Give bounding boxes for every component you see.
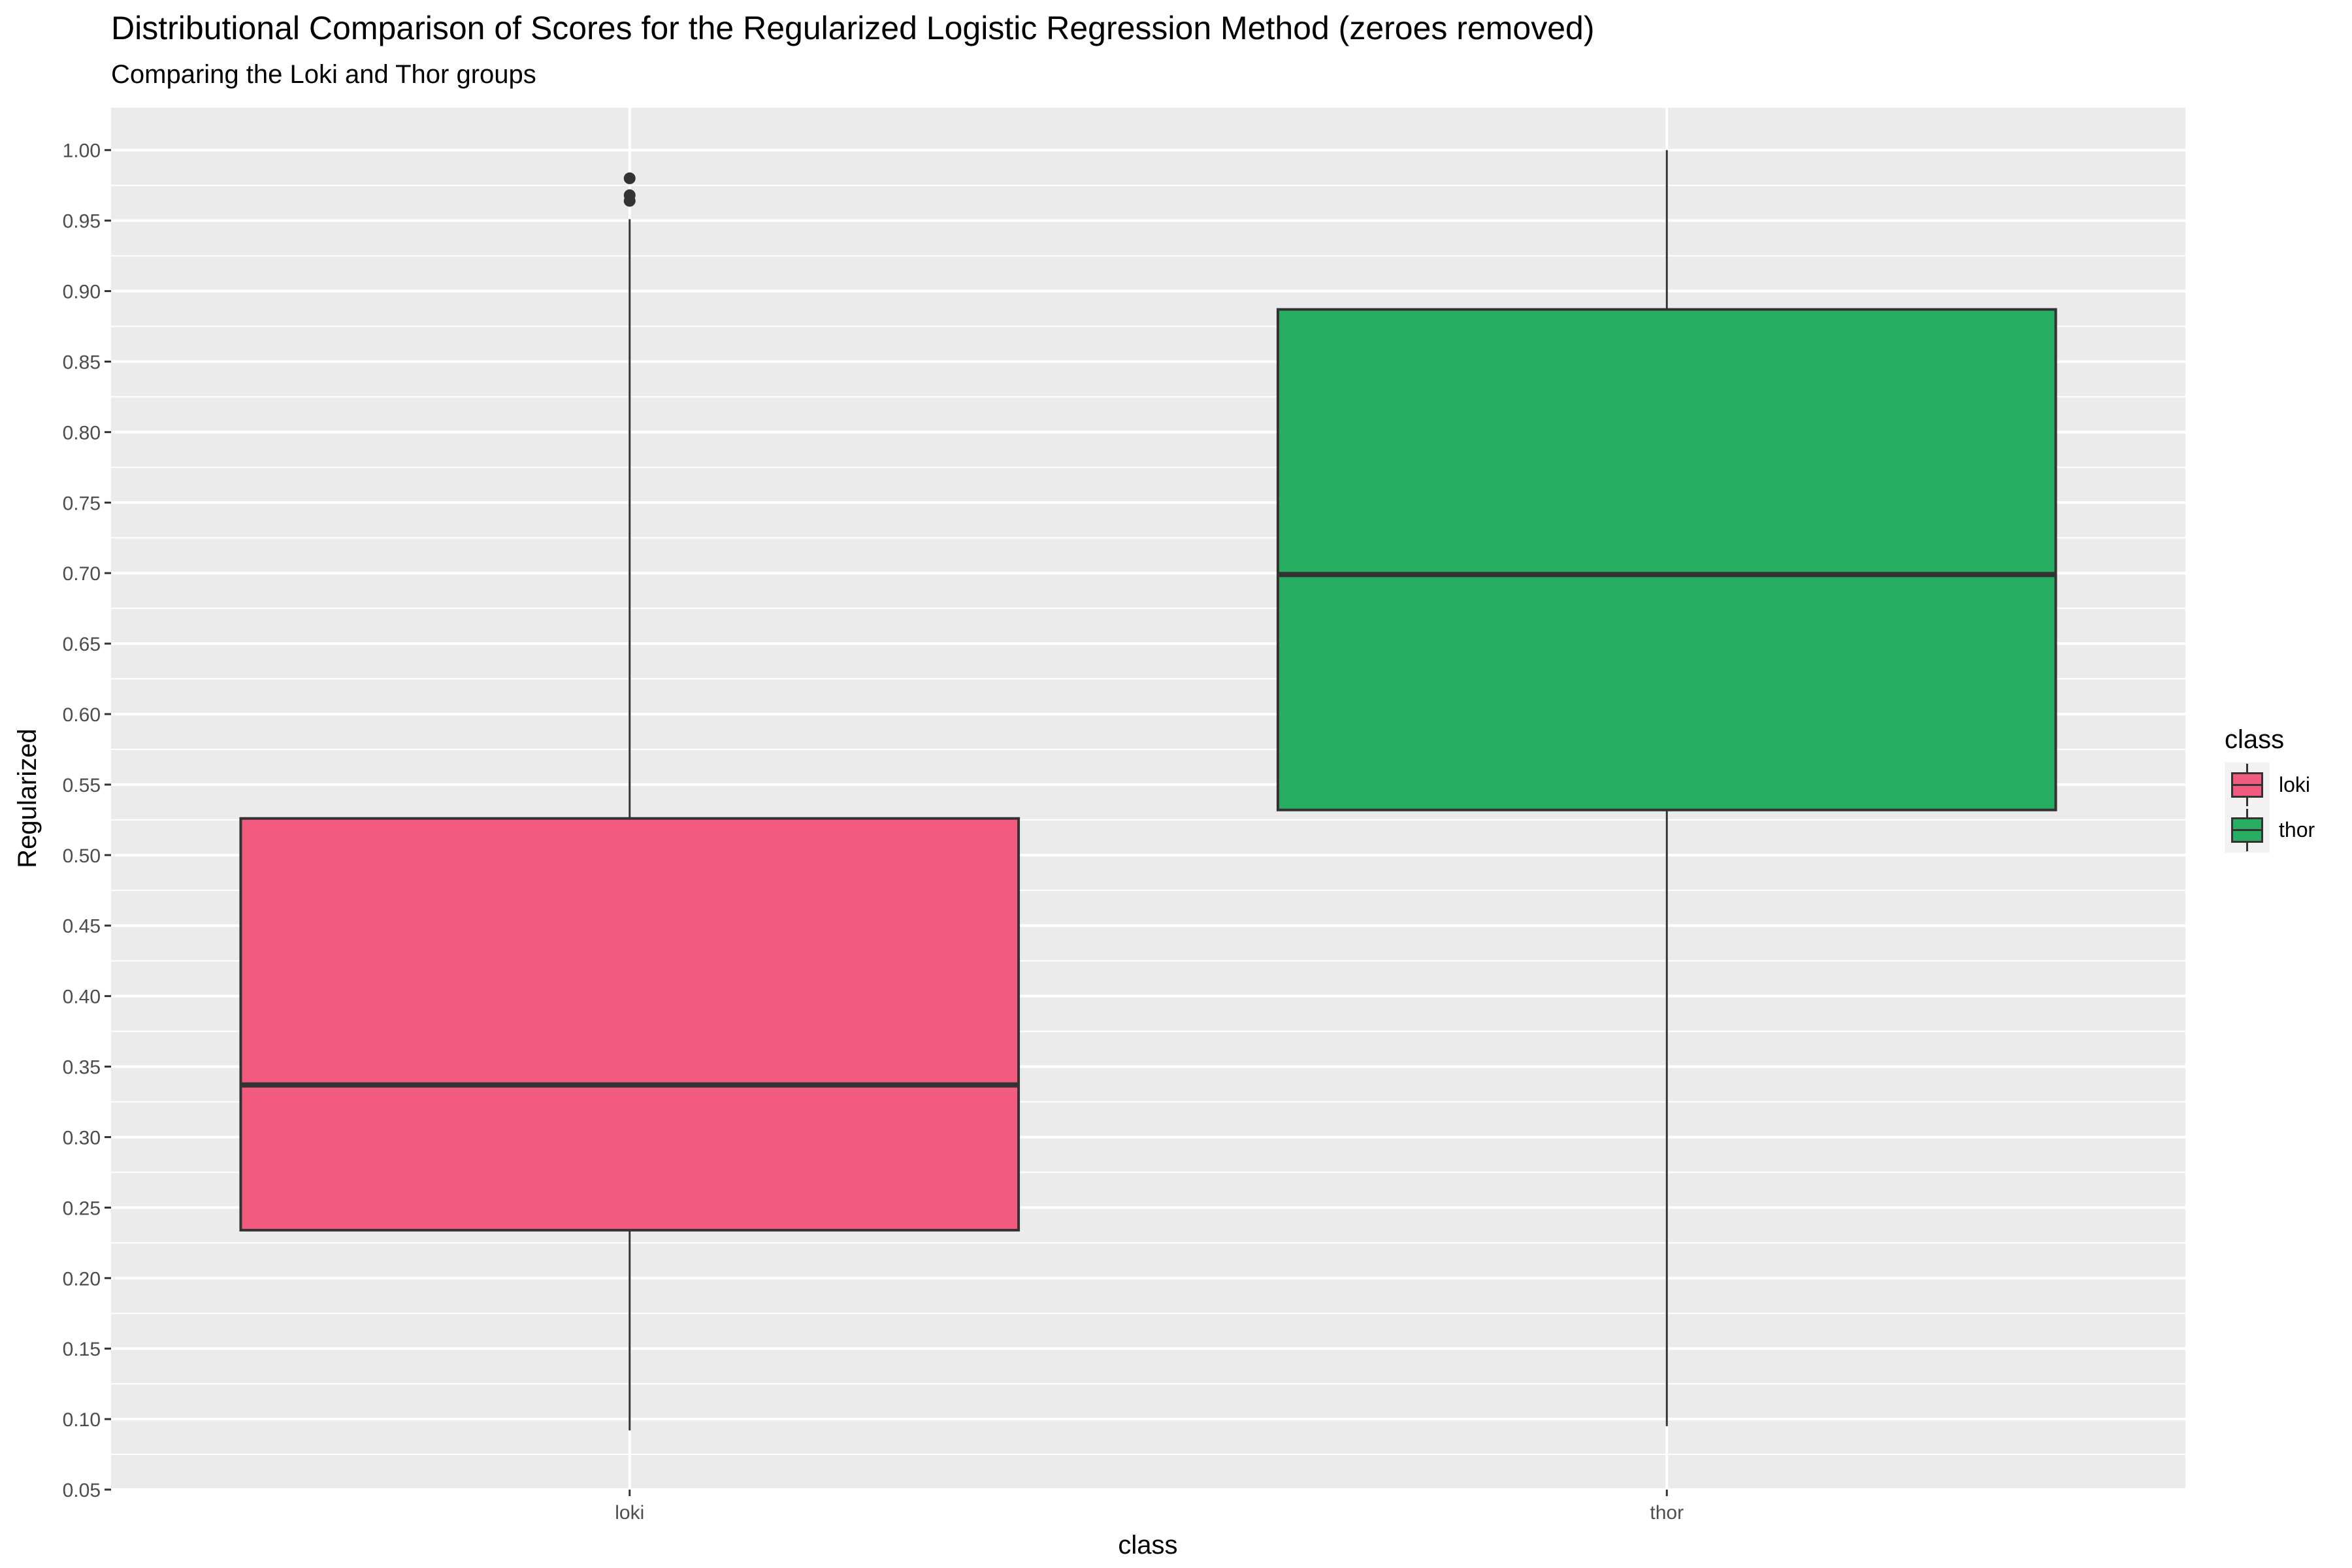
y-tick-label: 0.85 [63,351,101,373]
legend-key-thor [2225,808,2270,853]
box-thor [1276,308,2057,811]
y-axis-title: Regularized [13,728,42,868]
box-loki [239,817,1021,1232]
y-tick-label: 0.30 [63,1127,101,1149]
y-tick-label: 0.15 [63,1339,101,1360]
outlier-point-loki [623,172,636,184]
y-tick-label: 0.70 [63,563,101,585]
y-tick-label: 0.55 [63,775,101,796]
y-tick-label: 0.10 [63,1409,101,1431]
boxplots [239,150,2057,1431]
y-tick-label: 0.95 [63,211,101,233]
legend-title: class [2225,725,2285,754]
y-tick-label: 0.90 [63,282,101,303]
x-tick-label: loki [615,1502,644,1524]
y-tick-label: 0.75 [63,493,101,514]
y-tick-label: 0.60 [63,704,101,726]
legend-label-thor: thor [2279,818,2315,841]
y-tick-label: 0.45 [63,916,101,938]
chart-title: Distributional Comparison of Scores for … [111,10,1595,46]
legend-item-loki: loki [2225,762,2315,808]
y-tick-label: 0.20 [63,1268,101,1290]
y-tick-label: 0.40 [63,987,101,1008]
axes: 0.05 0.10 0.15 0.20 0.25 0.30 0.35 0.40 0.45 0.50… [63,140,1684,1524]
chart-subtitle: Comparing the Loki and Thor groups [111,60,536,89]
boxplot-thor [1276,150,2057,1426]
outlier-point-loki [623,189,636,201]
y-tick-label: 0.35 [63,1057,101,1079]
y-tick-label: 0.65 [63,634,101,655]
legend-key-loki [2225,762,2270,808]
legend-label-loki: loki [2279,773,2311,796]
y-tick-label: 0.50 [63,845,101,867]
y-tick-label: 0.25 [63,1198,101,1219]
y-tick-label: 0.05 [63,1480,101,1501]
x-axis-title: class [1118,1531,1177,1560]
x-tick-label: thor [1650,1502,1684,1524]
y-tick-label: 0.80 [63,422,101,444]
boxplot-loki [239,172,1021,1431]
y-tick-label: 1.00 [63,140,101,162]
legend-item-thor: thor [2225,808,2315,853]
legend: class loki thor [2225,725,2315,853]
